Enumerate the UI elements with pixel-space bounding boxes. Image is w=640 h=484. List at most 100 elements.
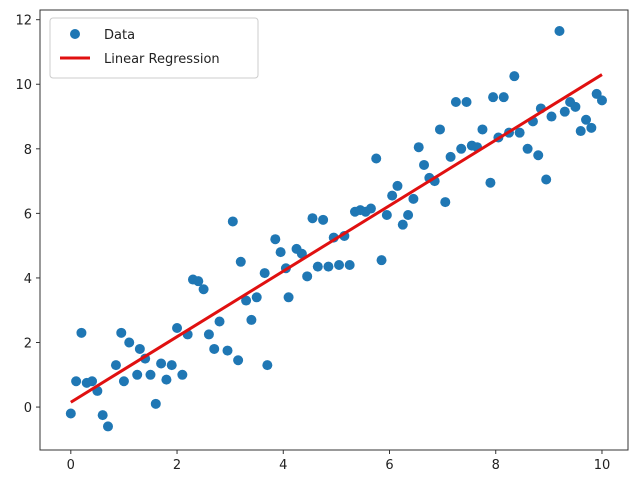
data-point	[546, 111, 557, 122]
data-point	[445, 151, 456, 162]
data-point	[450, 97, 461, 108]
data-point	[376, 255, 387, 266]
data-point	[193, 276, 204, 287]
x-tick-label: 10	[594, 458, 611, 473]
data-point	[76, 327, 87, 338]
data-point	[283, 292, 294, 303]
data-point	[522, 143, 533, 154]
data-point	[403, 209, 414, 220]
y-axis: 0 2 4 6 8 10 12	[15, 14, 40, 416]
data-point	[323, 261, 334, 272]
data-point	[596, 95, 607, 106]
data-point	[488, 92, 499, 103]
data-point	[65, 408, 76, 419]
data-point	[307, 213, 318, 224]
y-tick-label: 0	[24, 401, 32, 416]
data-point	[246, 314, 257, 325]
data-point	[541, 174, 552, 185]
data-point	[586, 122, 597, 133]
data-point	[554, 25, 565, 36]
data-point	[102, 421, 113, 432]
data-point	[312, 261, 323, 272]
data-point	[134, 343, 145, 354]
data-point	[214, 316, 225, 327]
data-point	[533, 150, 544, 161]
data-point	[371, 153, 382, 164]
data-point	[485, 177, 496, 188]
plot-frame	[39, 9, 629, 451]
data-point	[365, 203, 376, 214]
x-tick-label: 2	[173, 458, 181, 473]
data-point	[118, 376, 129, 387]
data-point	[177, 369, 188, 380]
legend-label-regression: Linear Regression	[104, 52, 220, 67]
data-point	[270, 234, 281, 245]
data-point	[145, 369, 156, 380]
data-point	[241, 295, 252, 306]
data-point	[172, 322, 183, 333]
data-point	[222, 345, 233, 356]
x-tick-label: 6	[385, 458, 393, 473]
data-point	[440, 197, 451, 208]
y-tick-label: 10	[15, 78, 32, 93]
data-point	[456, 143, 467, 154]
data-point	[387, 190, 398, 201]
data-point	[575, 126, 586, 137]
data-point	[318, 214, 329, 225]
regression-line-group	[70, 73, 603, 404]
data-point	[498, 92, 509, 103]
data-point	[392, 180, 403, 191]
y-tick-label: 6	[24, 207, 32, 222]
data-point	[434, 124, 445, 135]
data-point	[203, 329, 214, 340]
data-point	[262, 360, 273, 371]
data-point	[514, 127, 525, 138]
legend-label-data: Data	[104, 28, 135, 43]
data-point	[296, 248, 307, 259]
data-point	[71, 376, 82, 387]
data-point	[235, 256, 246, 267]
data-point	[381, 209, 392, 220]
regression-line	[70, 73, 603, 404]
data-point	[408, 193, 419, 204]
data-points	[65, 25, 607, 432]
data-point	[198, 284, 209, 295]
y-tick-label: 8	[24, 143, 32, 158]
data-point	[87, 376, 98, 387]
data-point	[302, 271, 313, 282]
data-point	[275, 247, 286, 258]
x-tick-label: 4	[279, 458, 287, 473]
data-point	[97, 410, 108, 421]
data-point	[259, 268, 270, 279]
y-tick-label: 4	[24, 272, 32, 287]
data-point	[570, 101, 581, 112]
data-point	[419, 159, 430, 170]
x-tick-label: 8	[492, 458, 500, 473]
data-point	[477, 124, 488, 135]
data-point	[397, 219, 408, 230]
x-tick-label: 0	[67, 458, 75, 473]
y-tick-label: 2	[24, 337, 32, 352]
data-point	[581, 114, 592, 125]
data-point	[110, 360, 121, 371]
x-axis: 0 2 4 6 8 10	[67, 450, 611, 473]
data-point	[116, 327, 127, 338]
data-point	[132, 369, 143, 380]
data-point	[233, 355, 244, 366]
legend: Data Linear Regression	[49, 17, 259, 79]
data-point	[150, 398, 161, 409]
data-point	[509, 71, 520, 82]
data-point	[124, 337, 135, 348]
data-point	[251, 292, 262, 303]
data-point	[461, 97, 472, 108]
data-point	[344, 260, 355, 271]
data-point	[334, 260, 345, 271]
legend-marker-data	[70, 29, 80, 39]
data-point	[209, 343, 220, 354]
data-point	[166, 360, 177, 371]
data-point	[227, 216, 238, 227]
data-point	[156, 358, 167, 369]
data-point	[413, 142, 424, 153]
data-point	[559, 106, 570, 117]
